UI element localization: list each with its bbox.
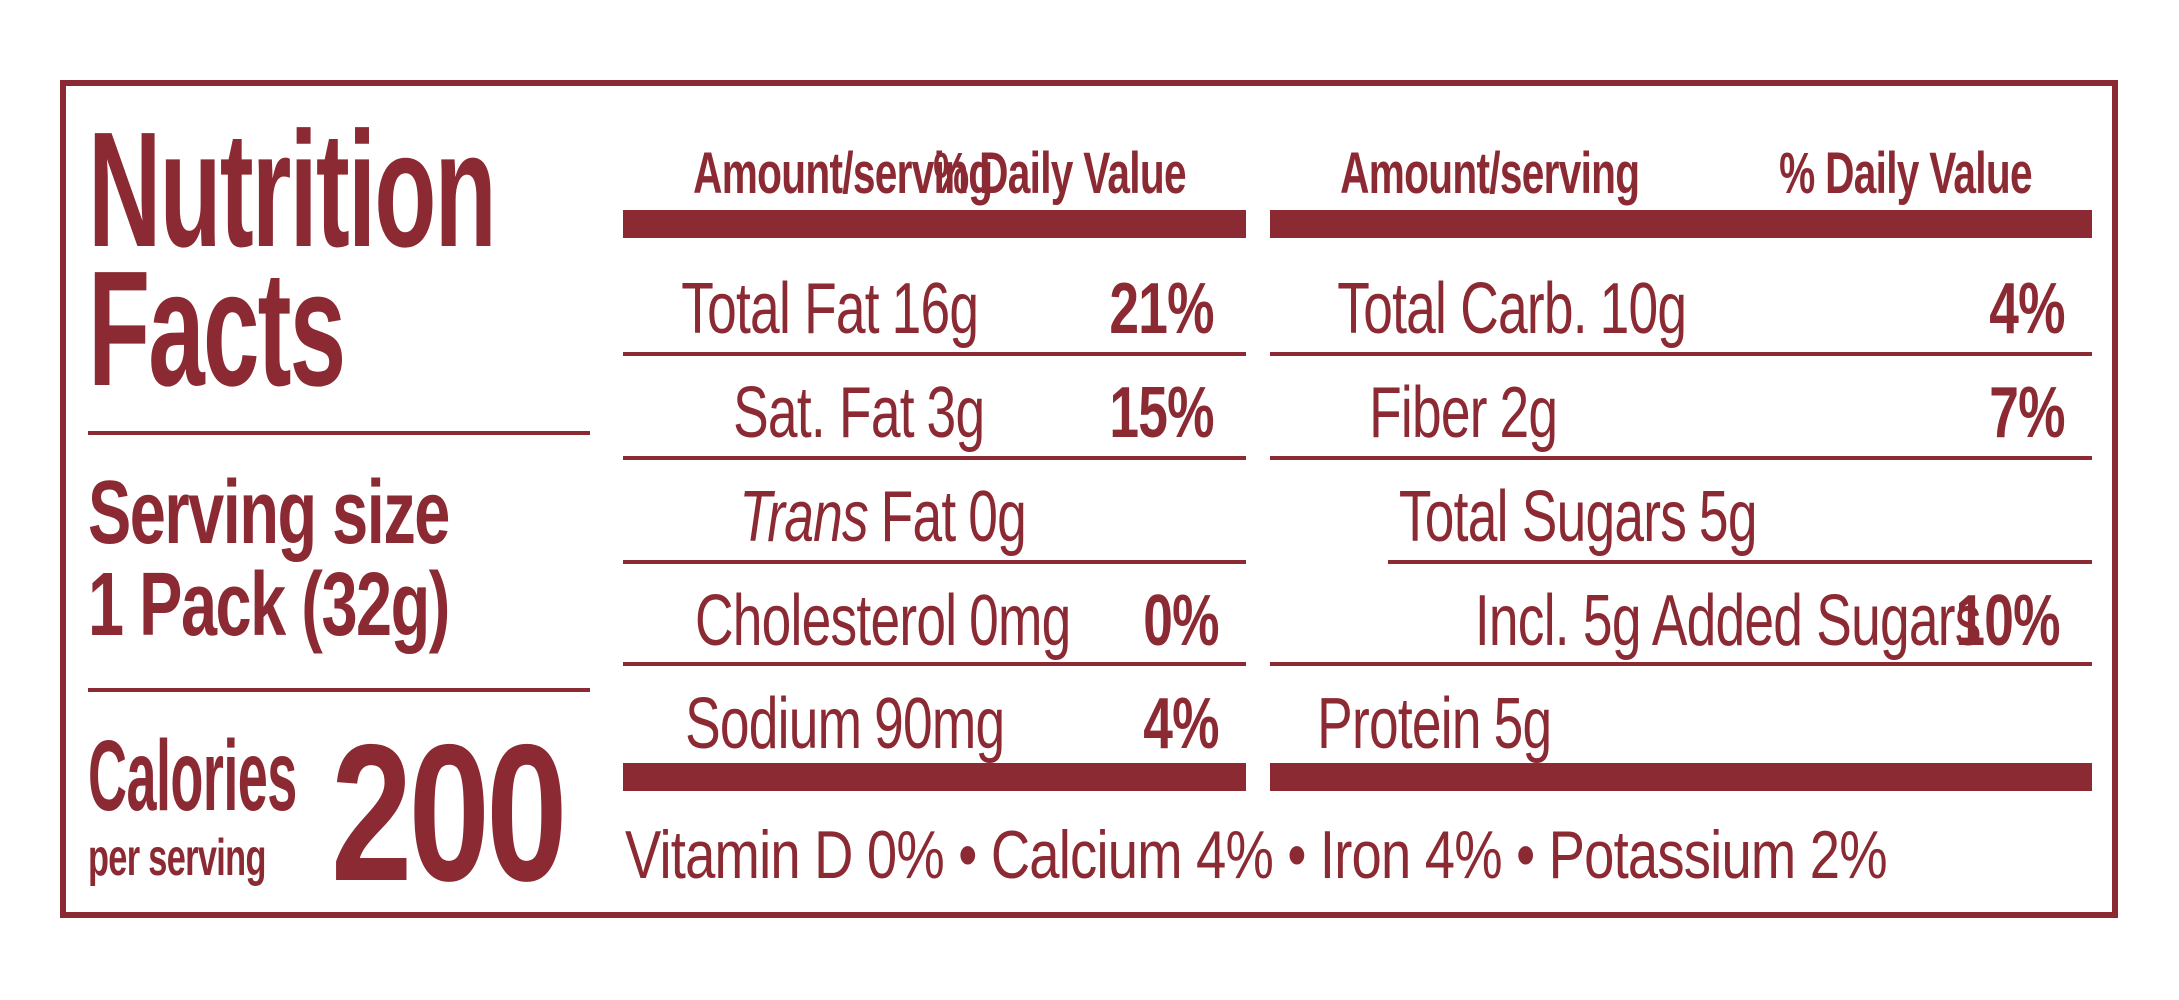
thin-rule (623, 456, 1246, 460)
thin-rule (623, 352, 1246, 356)
label-title: Nutrition Facts (88, 98, 744, 421)
thin-rule (1270, 352, 2092, 356)
nutrient-row-fiber: Fiber 2g 7% (1369, 373, 2065, 453)
thin-rule (1270, 662, 2092, 666)
daily-value: 4% (1989, 269, 2065, 349)
header-amount-serving: Amount/serving (1340, 141, 1640, 206)
divider-under-title (88, 431, 590, 435)
label-border-box: Nutrition Facts Serving size 1 Pack (32g… (60, 80, 2118, 918)
thick-bar (1270, 210, 2092, 238)
nutrient-column-right: Amount/serving % Daily Value Total Carb.… (1270, 86, 2092, 912)
header-daily-value: % Daily Value (933, 141, 1186, 206)
calories-value: 200 (331, 704, 568, 922)
calories-sublabel: per serving (88, 829, 266, 887)
column-header: Amount/serving % Daily Value (1270, 140, 2092, 206)
nutrient-row-protein: Protein 5g (1317, 684, 1552, 764)
header-daily-value: % Daily Value (1779, 141, 2032, 206)
daily-value: 4% (1143, 684, 1219, 764)
calories-label: Calories (88, 720, 297, 832)
divider-under-serving (88, 688, 590, 692)
calories-block: Calories per serving (88, 726, 475, 884)
thick-bar (623, 210, 1246, 238)
nutrient-row-total-carb: Total Carb. 10g 4% (1337, 269, 2065, 349)
serving-size-block: Serving size 1 Pack (32g) (88, 463, 589, 655)
header-amount-serving: Amount/serving (693, 141, 993, 206)
serving-size-value: 1 Pack (32g) (88, 554, 450, 655)
micronutrients-line: Vitamin D 0% • Calcium 4% • Iron 4% • Po… (625, 817, 1888, 893)
thick-bar (623, 763, 1246, 791)
thin-rule (1270, 456, 2092, 460)
serving-size-label: Serving size (88, 463, 450, 563)
nutrient-row-added-sugars: Incl. 5g Added Sugars 10% (1474, 581, 2061, 661)
nutrient-row-cholesterol: Cholesterol 0mg 0% (694, 581, 1219, 661)
nutrient-row-sodium: Sodium 90mg 4% (685, 684, 1219, 764)
thin-rule (623, 662, 1246, 666)
daily-value: 15% (1109, 373, 1214, 453)
daily-value: 0% (1143, 581, 1219, 661)
nutrient-row-trans-fat: Trans Fat 0g (739, 477, 1027, 557)
nutrient-row-sat-fat: Sat. Fat 3g 15% (733, 373, 1214, 453)
thick-bar (1270, 763, 2092, 791)
daily-value: 7% (1989, 373, 2065, 453)
daily-value: 21% (1109, 269, 1214, 349)
title-line-2: Facts (88, 237, 346, 421)
nutrient-row-total-fat: Total Fat 16g 21% (681, 269, 1214, 349)
daily-value: 10% (1955, 581, 2060, 661)
title-line-1: Nutrition (88, 98, 497, 281)
column-header: Amount/serving % Daily Value (623, 140, 1246, 206)
nutrient-column-left: Amount/serving % Daily Value Total Fat 16… (623, 86, 1246, 912)
thin-rule-indented (1388, 560, 2092, 564)
nutrient-row-total-sugars: Total Sugars 5g (1398, 477, 1758, 557)
thin-rule (623, 560, 1246, 564)
